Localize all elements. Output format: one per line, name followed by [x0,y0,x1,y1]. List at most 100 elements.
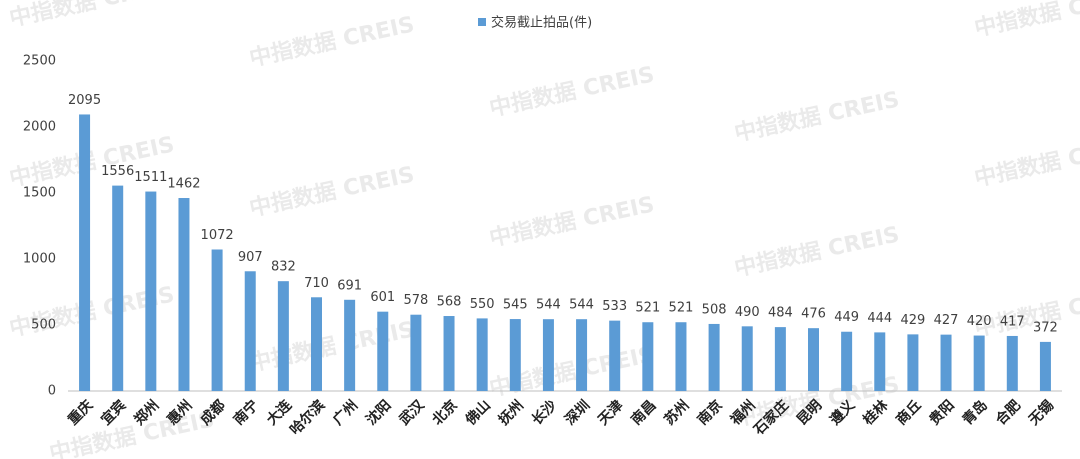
data-label: 1556 [101,164,134,179]
data-label: 568 [437,295,462,310]
bar [476,318,488,391]
bar [973,335,985,391]
data-label: 444 [867,311,892,326]
data-label: 449 [834,310,859,325]
bar [675,322,687,391]
data-label: 907 [238,250,263,265]
x-tick-label: 重庆 [64,397,96,429]
data-label: 691 [337,278,362,293]
x-tick-label: 无锡 [1025,397,1058,430]
x-tick-label: 抚州 [495,397,527,429]
data-label: 521 [669,301,694,316]
data-label: 544 [569,298,594,313]
data-label: 372 [1033,320,1058,335]
bar [145,191,157,391]
data-label: 1072 [201,228,234,243]
bar [741,326,753,391]
watermark: 中指数据 CREIS [487,61,657,121]
watermark: 中指数据 CREIS [972,281,1080,341]
x-tick-label: 南宁 [230,397,262,429]
data-label: 429 [900,313,925,328]
x-tick-label: 深圳 [561,397,593,429]
data-label: 490 [735,305,760,320]
y-tick-label: 1000 [23,252,56,267]
watermark: 中指数据 CREIS [247,316,417,376]
bar [1006,335,1018,391]
data-label: 550 [470,297,495,312]
watermark: 中指数据 CREIS [972,0,1080,42]
legend-label: 交易截止拍品(件) [491,15,592,31]
x-tick-label: 北京 [429,397,461,429]
data-label: 420 [967,314,992,329]
bar [311,297,322,391]
x-tick-label: 佛山 [461,397,494,430]
data-label: 2095 [68,93,101,108]
legend-swatch [478,18,486,26]
x-tick-label: 哈尔滨 [286,397,328,439]
bar [277,281,289,391]
bar [244,271,256,391]
bar [940,334,952,391]
bar [642,322,654,391]
watermark: 中指数据 CREIS [7,0,177,32]
watermark: 中指数据 CREIS [732,221,902,281]
data-label: 484 [768,306,793,321]
watermark: 中指数据 CREIS [247,161,417,221]
x-tick-label: 商丘 [893,397,925,429]
bar [841,331,853,391]
data-label: 545 [503,298,528,313]
data-label: 710 [304,276,329,291]
x-tick-label: 南京 [694,397,726,429]
bar [79,114,91,392]
bar [344,299,356,391]
x-tick-label: 沈阳 [363,397,395,429]
y-tick-label: 2500 [23,54,56,69]
data-label: 1511 [134,170,167,185]
y-tick-label: 500 [31,318,56,333]
x-tick-label: 武汉 [396,396,429,429]
bar [708,323,720,391]
data-label: 1462 [167,177,200,192]
data-label: 578 [403,293,428,308]
bar [112,185,124,391]
x-tick-label: 宜宾 [98,397,130,429]
bar [907,334,919,391]
data-label: 417 [1000,314,1025,329]
y-tick-label: 1500 [23,186,56,201]
x-tick-label: 长沙 [528,397,560,429]
x-tick-label: 青岛 [959,397,991,429]
x-tick-label: 广州 [329,397,361,429]
x-tick-label: 南昌 [628,397,660,429]
data-label: 533 [602,299,627,314]
data-label: 544 [536,298,561,313]
bar [211,249,223,391]
bar [576,319,588,391]
data-label: 427 [934,313,959,328]
y-tick-label: 0 [48,384,56,399]
bar [1039,341,1051,391]
bar [609,320,621,391]
watermark: 中指数据 CREIS [972,131,1080,191]
data-label: 521 [635,301,660,316]
x-tick-label: 天津 [595,397,627,429]
x-tick-label: 苏州 [661,397,693,429]
x-tick-label: 合肥 [992,397,1024,429]
bar [178,198,190,391]
data-label: 832 [271,260,296,275]
watermark: 中指数据 CREIS [247,11,417,71]
bar [377,311,389,391]
bar [443,316,455,391]
bar [509,319,521,391]
bar [874,332,886,391]
bar [410,314,422,391]
bar [774,327,786,391]
watermark: 中指数据 CREIS [487,191,657,251]
data-label: 601 [370,290,395,305]
data-label: 476 [801,307,826,322]
bar [542,319,554,391]
watermark: 中指数据 CREIS [732,86,902,146]
bar [808,328,819,391]
y-tick-label: 2000 [23,120,56,135]
data-label: 508 [702,302,727,317]
